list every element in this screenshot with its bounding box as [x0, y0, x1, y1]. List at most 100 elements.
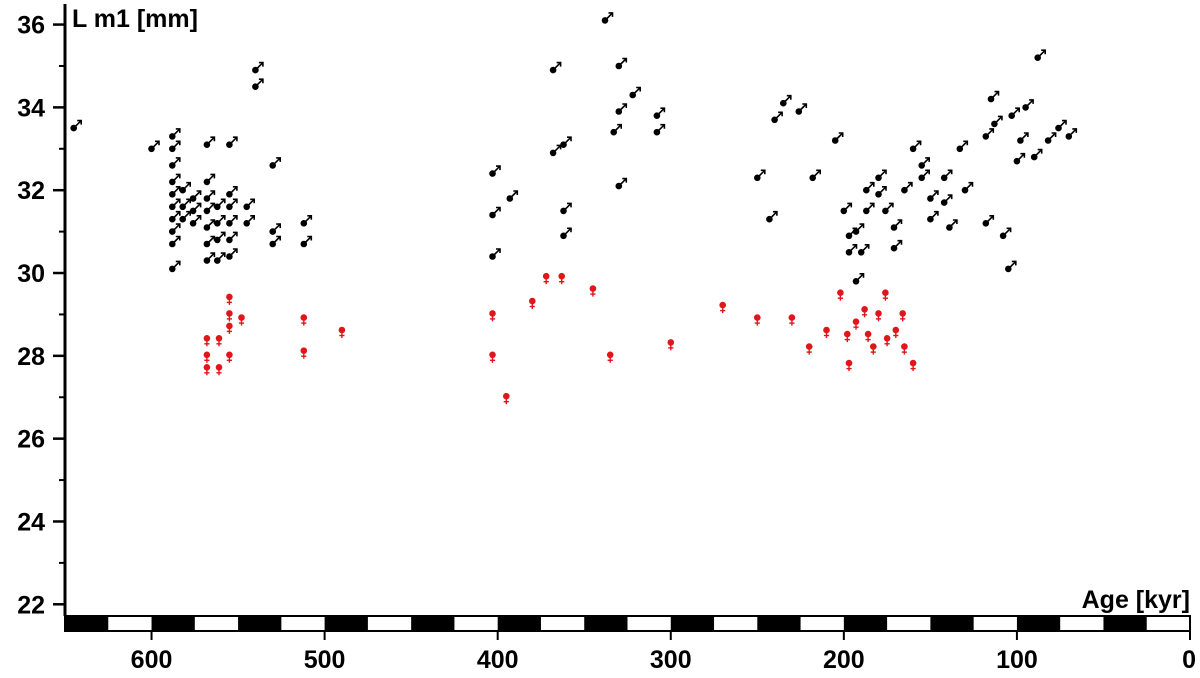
male-point	[489, 165, 501, 177]
male-point	[169, 235, 181, 248]
female-point	[203, 351, 211, 363]
male-point	[982, 215, 995, 227]
female-point	[300, 347, 308, 359]
male-point	[179, 181, 191, 194]
male-point	[615, 177, 628, 190]
x-tick-label: 0	[1182, 646, 1196, 674]
scale-bar-segment	[238, 616, 282, 631]
female-point	[852, 318, 860, 330]
male-point	[189, 202, 202, 215]
male-point	[179, 210, 191, 223]
male-point	[956, 140, 969, 153]
y-axis-ticks: 22 24 26 28 30 32 34 36	[17, 12, 65, 619]
y-tick-label: 24	[17, 508, 45, 536]
male-point	[771, 111, 783, 124]
male-point	[70, 119, 82, 132]
male-point	[857, 244, 870, 256]
male-point	[845, 244, 858, 256]
male-point	[214, 198, 226, 211]
male-point	[754, 169, 766, 182]
female-point	[226, 310, 233, 322]
male-point	[1013, 152, 1026, 165]
male-point	[169, 140, 181, 153]
female-point	[754, 314, 761, 326]
male-point	[845, 227, 858, 240]
scale-bar-segment	[1016, 616, 1061, 631]
y-tick-label: 26	[17, 426, 45, 454]
male-point	[991, 115, 1003, 128]
male-point	[489, 206, 501, 219]
female-point	[864, 330, 872, 343]
male-point	[766, 210, 778, 223]
male-point	[214, 252, 226, 264]
scale-bar-segment	[65, 616, 109, 631]
male-point	[269, 223, 282, 235]
male-point	[214, 215, 226, 227]
male-point	[169, 223, 181, 235]
male-point	[203, 173, 216, 186]
female-point	[226, 322, 233, 334]
male-point	[882, 202, 894, 215]
male-point	[863, 202, 875, 215]
male-point	[506, 190, 519, 202]
male-point	[243, 198, 255, 211]
male-point	[300, 215, 313, 227]
female-point	[667, 339, 675, 351]
male-point	[927, 190, 939, 202]
male-point	[169, 128, 181, 140]
male-point	[252, 61, 264, 74]
x-axis-ticks: 600 500 400 300 200 100 0	[131, 631, 1196, 674]
x-tick-label: 600	[131, 646, 173, 674]
male-point	[780, 94, 792, 107]
female-point	[558, 272, 565, 285]
male-point	[189, 215, 202, 227]
scale-bar-segment	[497, 616, 541, 631]
male-point	[940, 194, 953, 206]
male-point	[653, 107, 666, 119]
male-point	[226, 215, 238, 227]
male-point	[831, 132, 844, 144]
male-point	[987, 90, 1000, 103]
female-point	[845, 359, 853, 372]
male-point	[203, 235, 216, 248]
male-point	[1055, 119, 1067, 132]
male-point	[1022, 99, 1034, 111]
data-points	[70, 12, 1078, 405]
male-point	[918, 157, 931, 169]
male-point	[863, 181, 875, 194]
scale-bar-segment	[324, 616, 368, 631]
male-point	[226, 186, 238, 198]
male-point	[203, 202, 216, 215]
female-point	[899, 310, 906, 322]
female-point	[844, 330, 851, 343]
male-point	[179, 198, 191, 211]
male-point	[169, 210, 181, 223]
male-point	[226, 231, 238, 244]
female-point	[238, 314, 245, 326]
y-tick-label: 32	[17, 177, 45, 205]
male-point	[226, 198, 238, 211]
male-point	[615, 57, 628, 70]
y-tick-label: 34	[17, 94, 45, 122]
male-point	[1017, 132, 1029, 144]
male-point	[189, 190, 202, 202]
male-point	[243, 215, 255, 227]
male-point	[890, 239, 903, 252]
female-point	[719, 301, 726, 314]
y-axis-title: L m1 [mm]	[72, 5, 198, 33]
male-point	[809, 169, 822, 182]
male-point	[560, 227, 572, 240]
male-point	[940, 169, 953, 182]
x-axis-title: Age [kyr]	[1082, 586, 1190, 614]
female-point	[489, 351, 496, 363]
x-tick-label: 100	[996, 646, 1038, 674]
male-point	[269, 235, 282, 248]
female-point	[589, 285, 597, 297]
y-tick-label: 28	[17, 343, 45, 371]
x-tick-label: 500	[304, 646, 346, 674]
male-point	[1005, 260, 1017, 273]
female-point	[883, 335, 891, 347]
male-point	[961, 181, 974, 194]
scale-bar-segment	[151, 616, 195, 631]
male-point	[927, 210, 939, 223]
